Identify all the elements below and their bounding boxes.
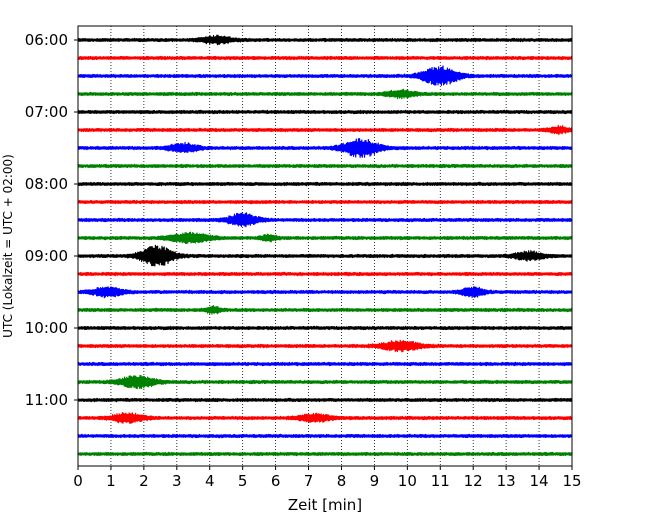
seismogram-trace — [77, 325, 573, 331]
y-tick-label: 06:00 — [25, 31, 68, 49]
y-tick-label: 08:00 — [25, 175, 68, 193]
seismogram-trace — [77, 271, 573, 277]
seismogram-trace — [77, 433, 573, 439]
seismogram-trace — [77, 65, 573, 86]
seismogram-trace — [77, 412, 573, 424]
seismogram-trace — [77, 109, 573, 115]
seismogram-trace — [77, 397, 573, 403]
seismogram-trace — [77, 339, 573, 353]
x-tick-label: 7 — [304, 472, 314, 490]
seismogram-trace — [77, 231, 573, 245]
x-tick-label: 5 — [238, 472, 248, 490]
grid-layer — [110, 26, 540, 466]
x-tick-label: 2 — [139, 472, 149, 490]
x-tick-label: 14 — [530, 472, 549, 490]
seismogram-trace — [77, 199, 573, 205]
seismogram-trace — [77, 124, 573, 136]
x-tick-label: 9 — [370, 472, 380, 490]
x-tick-label: 13 — [497, 472, 516, 490]
seismogram-trace — [77, 374, 573, 390]
seismogram-trace — [77, 163, 573, 169]
x-axis-label: Zeit [min] — [288, 496, 362, 514]
x-tick-label: 3 — [172, 472, 182, 490]
seismogram-trace — [77, 34, 573, 46]
seismogram-trace — [77, 138, 573, 158]
x-tick-label: 10 — [398, 472, 417, 490]
y-tick-label: 10:00 — [25, 319, 68, 337]
y-tick-label: 11:00 — [25, 391, 68, 409]
seismogram-trace — [77, 305, 573, 315]
x-tick-label: 1 — [106, 472, 116, 490]
seismogram-trace — [77, 361, 573, 367]
x-tick-label: 15 — [562, 472, 581, 490]
seismogram-trace — [77, 55, 573, 61]
y-tick-label: 09:00 — [25, 247, 68, 265]
x-tick-label: 6 — [271, 472, 281, 490]
x-tick-label: 0 — [73, 472, 83, 490]
seismogram-trace — [77, 286, 573, 299]
y-tick-label: 07:00 — [25, 103, 68, 121]
plot-frame — [77, 25, 573, 467]
x-tick-label: 4 — [205, 472, 215, 490]
y-axis-label: UTC (Lokalzeit = UTC + 02:00) — [1, 154, 15, 338]
trace-layer — [77, 34, 573, 457]
seismogram-trace — [77, 451, 573, 457]
seismogram-trace — [77, 88, 573, 100]
seismogram-trace — [77, 244, 573, 267]
x-tick-label: 8 — [337, 472, 347, 490]
x-tick-label: 12 — [464, 472, 483, 490]
seismogram-trace — [77, 212, 573, 228]
seismogram-trace — [77, 181, 573, 187]
x-tick-label: 11 — [431, 472, 450, 490]
axis-layer: 0 1 2 3 4 5 6 7 8 9 10 11 12 13 14 1506:0007:0008:0009:… — [25, 25, 582, 490]
